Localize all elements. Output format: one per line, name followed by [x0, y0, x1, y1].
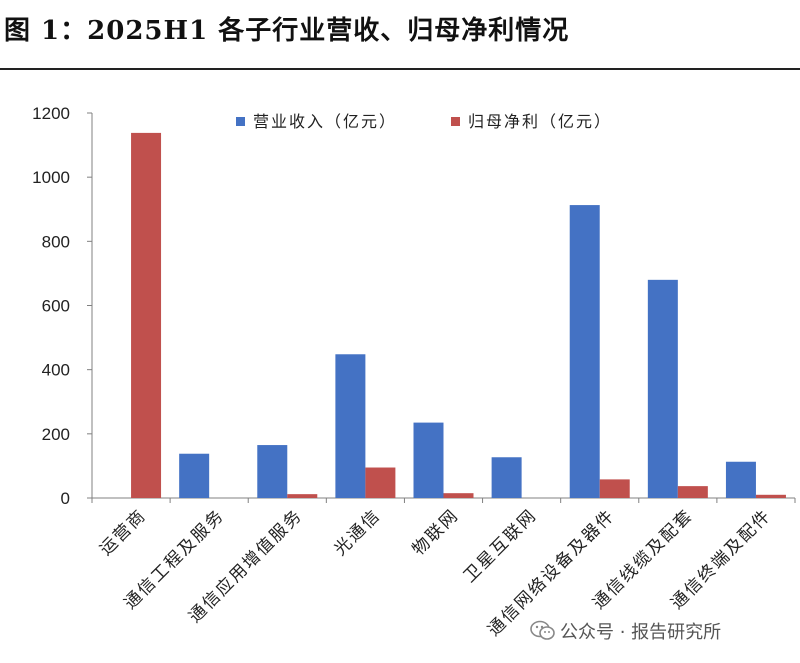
revenue-bar — [491, 457, 522, 498]
net-profit-bar — [131, 132, 162, 498]
title-divider — [0, 68, 800, 70]
legend-label: 归母净利（亿元） — [468, 112, 612, 131]
y-tick-label: 800 — [42, 232, 70, 251]
net-profit-bar — [755, 494, 786, 498]
x-tick-label: 运营商 — [96, 505, 150, 559]
net-profit-bar — [443, 493, 474, 498]
x-tick-label: 光通信 — [330, 505, 384, 559]
revenue-bar — [569, 205, 600, 498]
y-tick-label: 600 — [42, 297, 70, 316]
net-profit-bar — [365, 467, 396, 498]
legend-label: 营业收入（亿元） — [253, 112, 397, 131]
x-tick-label: 卫星互联网 — [460, 505, 541, 586]
revenue-bar — [647, 279, 678, 498]
revenue-bar — [179, 453, 210, 498]
y-tick-label: 200 — [42, 425, 70, 444]
x-tick-label: 物联网 — [409, 505, 463, 559]
revenue-bar — [725, 461, 756, 498]
net-profit-bar — [599, 479, 630, 498]
page-title: 图 1：2025H1 各子行业营收、归母净利情况 — [4, 16, 570, 46]
revenue-bar — [413, 422, 444, 498]
revenue-bar — [335, 354, 366, 498]
legend-swatch — [451, 117, 460, 126]
revenue-bar — [257, 445, 288, 498]
y-tick-label: 1000 — [32, 168, 70, 187]
y-tick-label: 1200 — [32, 104, 70, 123]
y-tick-label: 0 — [61, 489, 70, 508]
net-profit-bar — [287, 494, 318, 498]
y-tick-label: 400 — [42, 361, 70, 380]
net-profit-bar — [677, 486, 708, 498]
legend-swatch — [236, 117, 245, 126]
watermark-text: 公众号 · 报告研究所 — [560, 622, 722, 643]
wechat-icon — [530, 620, 555, 640]
